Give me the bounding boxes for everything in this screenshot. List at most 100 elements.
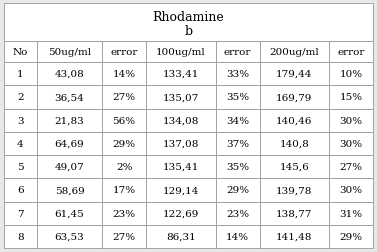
Bar — [102, 86, 146, 109]
Text: 122,69: 122,69 — [162, 209, 199, 218]
Bar — [4, 86, 37, 109]
Bar — [4, 63, 37, 86]
Bar — [4, 225, 37, 248]
Text: 50ug/ml: 50ug/ml — [48, 48, 91, 57]
Text: 30%: 30% — [339, 116, 363, 125]
Text: 35%: 35% — [226, 163, 249, 171]
Text: 179,44: 179,44 — [276, 70, 313, 79]
Text: 137,08: 137,08 — [162, 139, 199, 148]
Bar — [259, 86, 329, 109]
Text: error: error — [224, 48, 251, 57]
Bar — [329, 225, 373, 248]
Text: 27%: 27% — [112, 93, 136, 102]
Bar — [329, 132, 373, 155]
Text: 30%: 30% — [339, 139, 363, 148]
Bar — [216, 178, 259, 202]
Text: 29%: 29% — [112, 139, 136, 148]
Text: 6: 6 — [17, 186, 24, 195]
Text: 21,83: 21,83 — [55, 116, 84, 125]
Bar — [4, 4, 373, 42]
Bar — [146, 42, 216, 63]
Bar — [4, 109, 37, 132]
Bar — [102, 42, 146, 63]
Bar — [146, 86, 216, 109]
Text: 63,53: 63,53 — [55, 232, 84, 241]
Text: 145,6: 145,6 — [279, 163, 309, 171]
Text: 34%: 34% — [226, 116, 249, 125]
Bar — [259, 109, 329, 132]
Text: 2: 2 — [17, 93, 24, 102]
Text: 23%: 23% — [112, 209, 136, 218]
Bar — [37, 178, 102, 202]
Text: 10%: 10% — [339, 70, 363, 79]
Text: 1: 1 — [17, 70, 24, 79]
Bar — [216, 225, 259, 248]
Text: 14%: 14% — [112, 70, 136, 79]
Bar — [329, 86, 373, 109]
Bar — [259, 132, 329, 155]
Bar — [329, 155, 373, 178]
Text: 129,14: 129,14 — [162, 186, 199, 195]
Text: 58,69: 58,69 — [55, 186, 84, 195]
Text: 29%: 29% — [339, 232, 363, 241]
Bar — [102, 155, 146, 178]
Bar — [216, 86, 259, 109]
Bar — [102, 109, 146, 132]
Text: error: error — [337, 48, 365, 57]
Text: 27%: 27% — [339, 163, 363, 171]
Bar — [216, 132, 259, 155]
Text: 100ug/ml: 100ug/ml — [156, 48, 206, 57]
Text: 138,77: 138,77 — [276, 209, 313, 218]
Text: 134,08: 134,08 — [162, 116, 199, 125]
Text: 4: 4 — [17, 139, 24, 148]
Bar — [102, 225, 146, 248]
Bar — [37, 202, 102, 225]
Bar — [329, 109, 373, 132]
Bar — [146, 178, 216, 202]
Bar — [4, 202, 37, 225]
Bar — [37, 155, 102, 178]
Bar — [216, 109, 259, 132]
Bar — [146, 225, 216, 248]
Bar — [102, 178, 146, 202]
Text: 133,41: 133,41 — [162, 70, 199, 79]
Bar — [146, 202, 216, 225]
Bar — [37, 132, 102, 155]
Text: 14%: 14% — [226, 232, 249, 241]
Text: 33%: 33% — [226, 70, 249, 79]
Bar — [37, 63, 102, 86]
Bar — [102, 202, 146, 225]
Bar — [102, 63, 146, 86]
Text: Rhodamine: Rhodamine — [153, 11, 224, 24]
Bar — [259, 155, 329, 178]
Text: 200ug/ml: 200ug/ml — [270, 48, 319, 57]
Text: 17%: 17% — [112, 186, 136, 195]
Bar — [259, 225, 329, 248]
Text: 86,31: 86,31 — [166, 232, 196, 241]
Bar — [102, 132, 146, 155]
Bar — [146, 132, 216, 155]
Text: 5: 5 — [17, 163, 24, 171]
Text: 64,69: 64,69 — [55, 139, 84, 148]
Text: 37%: 37% — [226, 139, 249, 148]
Text: 29%: 29% — [226, 186, 249, 195]
Bar — [216, 155, 259, 178]
Text: 135,07: 135,07 — [162, 93, 199, 102]
Text: 7: 7 — [17, 209, 24, 218]
Text: error: error — [110, 48, 138, 57]
Bar — [216, 202, 259, 225]
Text: 141,48: 141,48 — [276, 232, 313, 241]
Bar — [37, 109, 102, 132]
Text: 3: 3 — [17, 116, 24, 125]
Bar — [216, 42, 259, 63]
Text: 140,46: 140,46 — [276, 116, 313, 125]
Text: 140,8: 140,8 — [279, 139, 309, 148]
Bar — [216, 63, 259, 86]
Text: 139,78: 139,78 — [276, 186, 313, 195]
Bar — [329, 63, 373, 86]
Text: 2%: 2% — [116, 163, 132, 171]
Bar — [37, 225, 102, 248]
Bar — [259, 63, 329, 86]
Text: 30%: 30% — [339, 186, 363, 195]
Bar — [37, 86, 102, 109]
